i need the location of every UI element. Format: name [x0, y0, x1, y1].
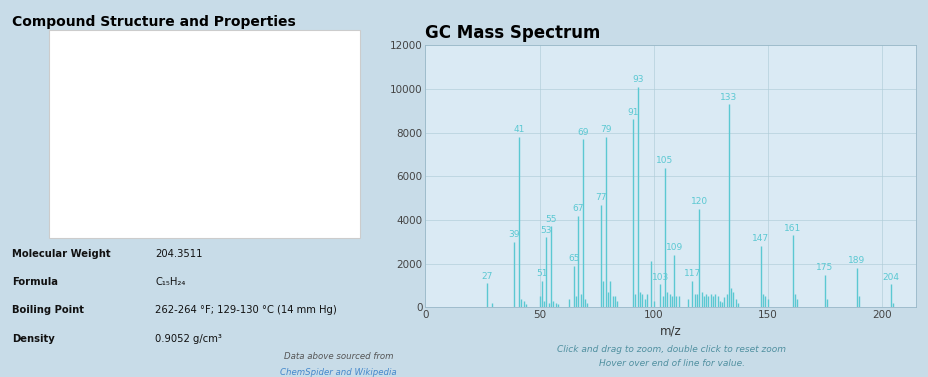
Text: 51: 51	[535, 270, 547, 279]
Text: 55: 55	[545, 215, 556, 224]
Text: 204.3511: 204.3511	[155, 249, 202, 259]
Text: 69: 69	[576, 127, 588, 136]
Text: 103: 103	[651, 273, 668, 282]
Text: 105: 105	[656, 156, 673, 165]
Text: 79: 79	[599, 125, 611, 134]
Text: Data above sourced from: Data above sourced from	[284, 352, 396, 362]
Text: C₁₅H₂₄: C₁₅H₂₄	[155, 277, 186, 287]
Text: 109: 109	[664, 243, 682, 252]
Text: Molecular Weight: Molecular Weight	[12, 249, 110, 259]
Text: 189: 189	[847, 256, 864, 265]
Text: 133: 133	[719, 93, 737, 101]
Text: 27: 27	[481, 271, 492, 280]
Text: ChemSpider and Wikipedia: ChemSpider and Wikipedia	[279, 368, 396, 377]
Text: 161: 161	[783, 224, 801, 233]
Text: 0.9052 g/cm³: 0.9052 g/cm³	[155, 334, 222, 344]
Text: Hover over end of line for value.: Hover over end of line for value.	[598, 359, 744, 368]
Text: 147: 147	[752, 234, 768, 244]
Text: Compound Structure and Properties: Compound Structure and Properties	[12, 15, 296, 29]
Text: 117: 117	[683, 270, 701, 279]
Text: 93: 93	[631, 75, 643, 84]
Text: 262-264 °F; 129-130 °C (14 mm Hg): 262-264 °F; 129-130 °C (14 mm Hg)	[155, 305, 337, 316]
Text: 120: 120	[690, 198, 707, 206]
Text: 53: 53	[540, 226, 551, 235]
Text: 65: 65	[567, 254, 579, 263]
Text: 41: 41	[513, 125, 524, 134]
Text: GC Mass Spectrum: GC Mass Spectrum	[425, 24, 600, 42]
Text: Boiling Point: Boiling Point	[12, 305, 84, 316]
Text: 77: 77	[595, 193, 606, 202]
Text: 204: 204	[882, 273, 898, 282]
Text: 67: 67	[572, 204, 584, 213]
Text: Formula: Formula	[12, 277, 58, 287]
Text: Density: Density	[12, 334, 55, 344]
Text: 91: 91	[626, 108, 638, 117]
Text: 175: 175	[815, 263, 832, 272]
X-axis label: m/z: m/z	[659, 324, 681, 337]
Text: 39: 39	[509, 230, 520, 239]
Bar	[49, 30, 359, 238]
Text: Click and drag to zoom, double click to reset zoom: Click and drag to zoom, double click to …	[557, 345, 785, 354]
